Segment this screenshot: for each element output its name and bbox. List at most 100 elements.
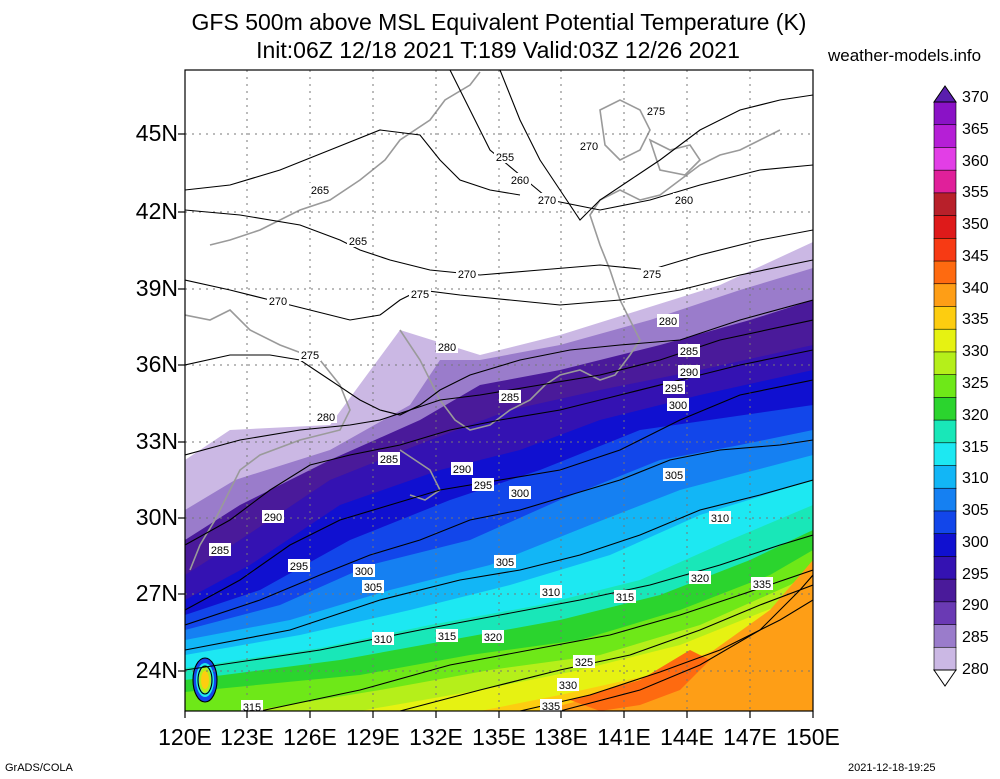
contour-label: 285 bbox=[678, 344, 700, 358]
colorbar-swatch bbox=[933, 487, 957, 512]
contour-label: 260 bbox=[509, 173, 531, 187]
svg-text:260: 260 bbox=[675, 195, 693, 207]
site-label[interactable]: weather-models.info bbox=[828, 46, 982, 65]
chart-title: GFS 500m above MSL Equivalent Potential … bbox=[191, 9, 807, 35]
contour-label: 320 bbox=[689, 571, 711, 585]
lat-tick-label: 42N bbox=[135, 198, 178, 224]
colorbar-label: 310 bbox=[962, 470, 989, 488]
contour-label: 300 bbox=[509, 486, 531, 500]
colorbar-swatch bbox=[933, 215, 957, 240]
colorbar-swatch bbox=[933, 556, 957, 580]
svg-text:260: 260 bbox=[511, 175, 529, 187]
lat-tick-label: 36N bbox=[135, 351, 178, 377]
colorbar-label: 280 bbox=[962, 661, 989, 678]
colorbar-swatch bbox=[933, 306, 957, 331]
lon-tick-label: 132E bbox=[409, 724, 463, 750]
colorbar-swatch bbox=[933, 646, 957, 671]
svg-text:265: 265 bbox=[311, 185, 329, 197]
contour-label: 275 bbox=[641, 267, 663, 281]
svg-text:295: 295 bbox=[665, 383, 683, 395]
colorbar-label: 320 bbox=[962, 406, 989, 424]
svg-text:285: 285 bbox=[680, 346, 698, 358]
contour-label: 310 bbox=[709, 511, 731, 525]
colorbar-label: 370 bbox=[962, 89, 989, 106]
contour-label: 325 bbox=[573, 655, 595, 669]
contour-label: 275 bbox=[409, 287, 431, 301]
svg-text:315: 315 bbox=[616, 592, 634, 604]
contour-label: 280 bbox=[657, 314, 679, 328]
colorbar-swatch bbox=[933, 260, 957, 285]
svg-text:320: 320 bbox=[484, 632, 502, 644]
svg-text:270: 270 bbox=[458, 269, 476, 281]
svg-text:310: 310 bbox=[374, 634, 392, 646]
colorbar-label: 325 bbox=[962, 375, 989, 392]
colorbar-label: 335 bbox=[962, 311, 989, 329]
colorbar-swatch bbox=[933, 624, 957, 649]
svg-text:315: 315 bbox=[243, 702, 261, 714]
contour-label: 320 bbox=[482, 630, 504, 644]
svg-text:300: 300 bbox=[511, 488, 529, 500]
lon-tick-label: 138E bbox=[534, 724, 588, 750]
colorbar-label: 345 bbox=[962, 247, 989, 265]
warm-core-ring bbox=[201, 671, 209, 689]
colorbar-label: 330 bbox=[962, 343, 989, 361]
contour-label: 310 bbox=[372, 632, 394, 646]
footer-left: GrADS/COLA bbox=[5, 762, 73, 774]
svg-text:310: 310 bbox=[542, 587, 560, 599]
svg-text:270: 270 bbox=[580, 141, 598, 153]
colorbar-swatch bbox=[933, 192, 957, 217]
colorbar-swatch bbox=[933, 442, 957, 467]
contour-label: 335 bbox=[540, 699, 562, 711]
lat-tick-label: 39N bbox=[135, 275, 178, 301]
svg-text:305: 305 bbox=[665, 470, 683, 482]
svg-text:270: 270 bbox=[269, 296, 287, 308]
colorbar-swatch bbox=[933, 328, 957, 353]
lon-tick-label: 150E bbox=[786, 724, 840, 750]
svg-text:305: 305 bbox=[364, 582, 382, 594]
contour-label: 305 bbox=[494, 555, 516, 569]
svg-text:265: 265 bbox=[349, 236, 367, 248]
colorbar-max-arrow bbox=[933, 85, 957, 103]
contour-label: 295 bbox=[663, 381, 685, 395]
svg-text:275: 275 bbox=[643, 269, 661, 281]
svg-text:275: 275 bbox=[411, 289, 429, 301]
colorbar-swatch bbox=[933, 238, 957, 262]
lon-tick-label: 120E bbox=[158, 724, 212, 750]
colorbar-label: 360 bbox=[962, 152, 989, 170]
colorbar-label: 305 bbox=[962, 502, 989, 520]
svg-text:285: 285 bbox=[501, 392, 519, 404]
lat-lon-grid bbox=[185, 70, 813, 711]
contour-label: 280 bbox=[315, 410, 337, 424]
contour-label: 290 bbox=[678, 365, 700, 379]
colorbar-swatch bbox=[933, 374, 957, 399]
svg-text:325: 325 bbox=[575, 657, 593, 669]
colorbar-label: 295 bbox=[962, 565, 989, 583]
colorbar-swatch bbox=[933, 465, 957, 490]
contour-label: 270 bbox=[267, 294, 289, 308]
contour-label: 335 bbox=[751, 577, 773, 591]
colorbar-label: 365 bbox=[962, 120, 989, 138]
lon-tick-label: 141E bbox=[597, 724, 651, 750]
svg-text:285: 285 bbox=[211, 545, 229, 557]
contour-label: 255 bbox=[494, 150, 516, 164]
svg-text:255: 255 bbox=[496, 152, 514, 164]
colorbar-swatch bbox=[933, 419, 957, 444]
lat-tick-label: 45N bbox=[135, 120, 178, 146]
svg-text:285: 285 bbox=[380, 454, 398, 466]
contour-label: 270 bbox=[578, 139, 600, 153]
contour-label: 315 bbox=[614, 590, 636, 604]
svg-text:270: 270 bbox=[538, 195, 556, 207]
colorbar-label: 285 bbox=[962, 629, 989, 647]
contour-label: 270 bbox=[536, 193, 558, 207]
colorbar-swatch bbox=[933, 533, 957, 558]
lat-tick-label: 30N bbox=[135, 504, 178, 530]
lon-tick-label: 147E bbox=[723, 724, 777, 750]
contour-label: 275 bbox=[299, 348, 321, 362]
colorbar bbox=[933, 85, 957, 687]
colorbar-label: 355 bbox=[962, 184, 989, 202]
colorbar-swatch bbox=[933, 147, 957, 171]
contour-label: 310 bbox=[540, 585, 562, 599]
contour-label: 300 bbox=[353, 564, 375, 578]
contour-labels: 275 270 255 260 265 270 260 265 270 275 275 270 275 2… bbox=[209, 104, 773, 714]
